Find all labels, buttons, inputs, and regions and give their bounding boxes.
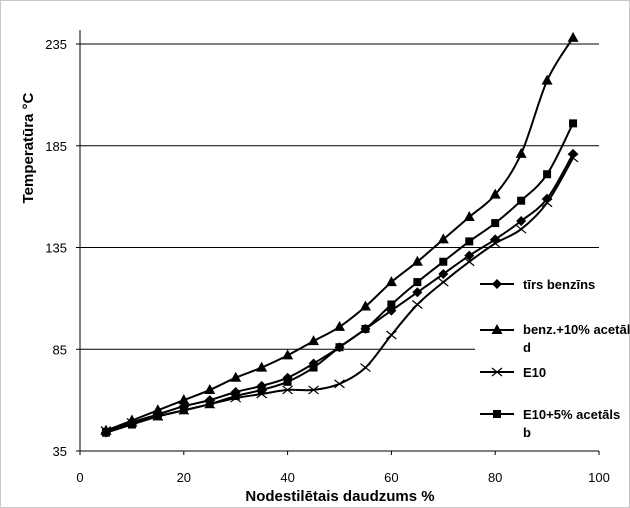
data-point xyxy=(541,74,553,85)
y-tick-label: 135 xyxy=(45,241,67,256)
y-tick-label: 85 xyxy=(53,342,67,357)
data-point xyxy=(517,196,526,205)
data-point xyxy=(567,153,579,163)
data-point xyxy=(463,210,475,221)
data-point xyxy=(334,379,345,389)
data-point xyxy=(178,394,190,405)
data-point xyxy=(257,385,266,394)
data-point xyxy=(101,428,110,437)
x-tick-label: 0 xyxy=(76,470,83,485)
data-point xyxy=(437,233,449,244)
data-point xyxy=(179,406,188,415)
data-point xyxy=(411,255,423,266)
legend-marker xyxy=(491,367,503,377)
data-point xyxy=(541,198,553,208)
data-point xyxy=(282,385,293,395)
data-point xyxy=(256,361,268,372)
data-point xyxy=(230,371,242,382)
data-point xyxy=(465,237,474,246)
data-point xyxy=(567,31,579,42)
data-point xyxy=(489,188,501,199)
data-point xyxy=(359,300,371,311)
legend-item: benz.+10% acetāls d xyxy=(480,322,630,355)
data-point xyxy=(438,268,449,279)
data-point xyxy=(360,363,371,373)
tick-labels: 35 85 135 185 235 0 20 40 60 80 100 xyxy=(45,37,610,485)
data-point xyxy=(515,224,527,234)
data-point xyxy=(335,343,344,352)
data-point xyxy=(516,216,527,227)
data-point xyxy=(127,420,136,429)
legend-item: E10 xyxy=(480,365,546,380)
legend-item: tīrs benzīns xyxy=(480,277,595,292)
data-point xyxy=(543,170,552,179)
data-point xyxy=(309,363,318,372)
data-point xyxy=(231,392,240,401)
legend-marker xyxy=(491,324,503,334)
legend-label: E10 xyxy=(523,365,546,380)
legend: tīrs benzīns benz.+10% acetāls d E10 E10+5% … xyxy=(480,277,630,440)
legend-marker xyxy=(493,410,501,418)
data-point xyxy=(491,219,500,228)
legend-label: E10+5% acetāls b xyxy=(523,407,620,440)
data-point xyxy=(282,349,294,360)
data-point xyxy=(308,335,320,346)
data-point xyxy=(463,257,475,267)
data-point xyxy=(361,324,370,333)
legend-label: tīrs benzīns xyxy=(523,277,595,292)
series-3 xyxy=(101,119,578,437)
x-tick-label: 100 xyxy=(588,470,610,485)
data-point xyxy=(385,276,397,287)
legend-marker xyxy=(492,279,502,289)
data-point xyxy=(153,412,162,421)
data-point xyxy=(283,377,292,386)
data-point xyxy=(205,400,214,409)
y-tick-label: 35 xyxy=(53,444,67,459)
gridlines xyxy=(80,43,599,350)
x-tick-label: 60 xyxy=(384,470,398,485)
y-tick-label: 185 xyxy=(45,139,67,154)
data-point xyxy=(437,277,449,287)
data-point xyxy=(569,119,578,128)
data-point xyxy=(489,238,501,248)
x-tick-label: 20 xyxy=(177,470,191,485)
data-point xyxy=(413,278,422,287)
data-point xyxy=(204,383,216,394)
data-point xyxy=(464,250,475,261)
data-point xyxy=(334,320,345,331)
legend-item: E10+5% acetāls b xyxy=(480,407,620,440)
data-point xyxy=(387,300,396,309)
series-group xyxy=(100,31,579,438)
x-tick-label: 40 xyxy=(280,470,294,485)
data-point xyxy=(152,404,164,415)
data-point xyxy=(308,385,319,395)
data-point xyxy=(439,257,448,266)
x-axis-label: Nodestilētais daudzums % xyxy=(245,488,434,505)
data-point xyxy=(412,287,423,298)
legend-label: benz.+10% acetāls d xyxy=(523,322,630,355)
data-point xyxy=(386,330,397,340)
data-point xyxy=(411,300,423,309)
y-tick-label: 235 xyxy=(45,37,67,52)
y-axis-label: Temperatūra °C xyxy=(20,92,37,203)
x-tick-label: 80 xyxy=(488,470,502,485)
axes xyxy=(76,30,600,455)
data-point xyxy=(515,147,527,158)
